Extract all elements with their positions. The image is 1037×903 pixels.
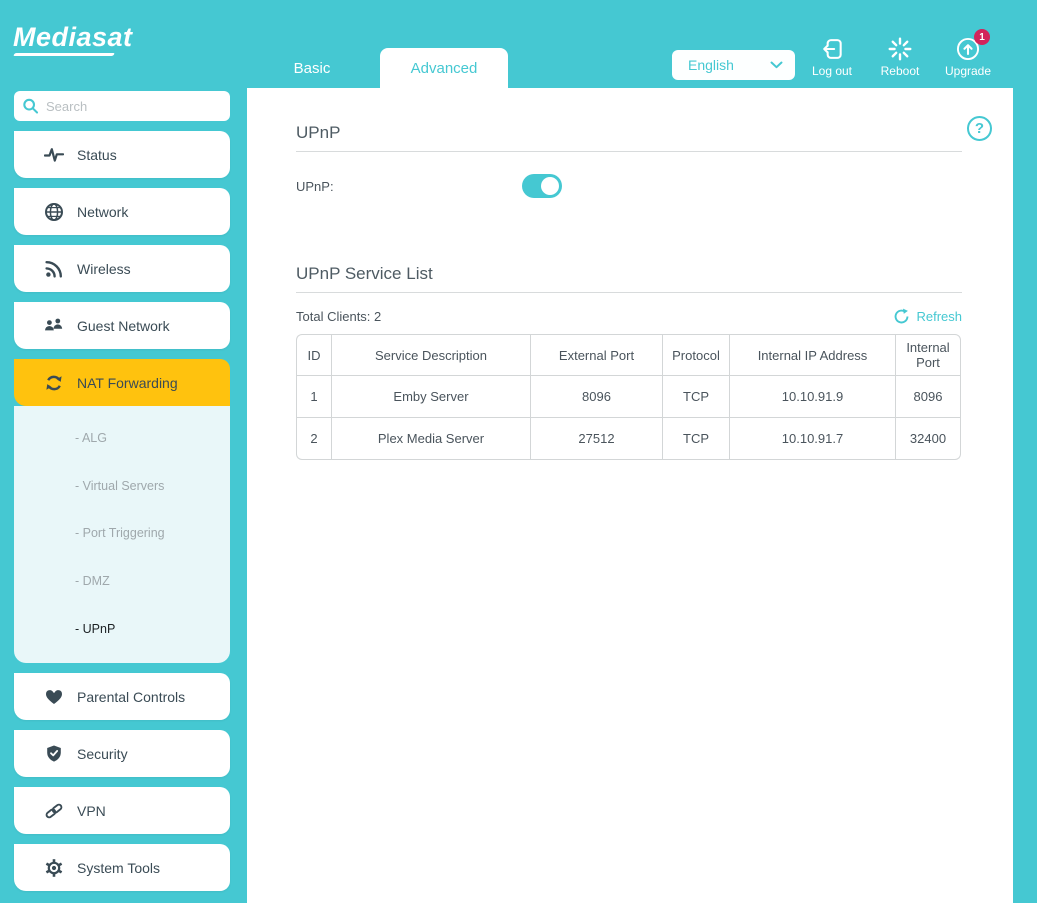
help-icon[interactable]: ? <box>967 116 992 141</box>
cell-protocol: TCP <box>662 418 729 460</box>
upnp-toggle-label: UPnP: <box>296 178 334 194</box>
cell-external-port: 27512 <box>530 418 662 460</box>
sidebar-item-label: NAT Forwarding <box>77 374 178 391</box>
top-header: Mediasat Basic Advanced English Log out <box>0 0 1037 88</box>
cell-id: 2 <box>296 418 331 460</box>
col-header-internal-ip: Internal IP Address <box>729 334 895 376</box>
cell-service-description: Plex Media Server <box>331 418 530 460</box>
table-row: 2 Plex Media Server 27512 TCP 10.10.91.7… <box>296 418 961 460</box>
nat-forwarding-icon <box>44 373 64 393</box>
sidebar-group-nat-forwarding: NAT Forwarding - ALG - Virtual Servers -… <box>14 359 230 663</box>
sidebar-item-label: Security <box>77 745 128 762</box>
language-selected-value: English <box>688 57 734 73</box>
sidebar-item-guest-network[interactable]: Guest Network <box>14 302 230 349</box>
sidebar-item-vpn[interactable]: VPN <box>14 787 230 834</box>
sidebar-nav: Status Network <box>0 88 247 903</box>
upnp-toggle-switch[interactable] <box>522 174 562 198</box>
cell-internal-ip: 10.10.91.7 <box>729 418 895 460</box>
sidebar-item-label: Network <box>77 203 129 220</box>
col-header-id: ID <box>296 334 331 376</box>
chevron-down-icon <box>770 61 783 69</box>
sidebar-item-network[interactable]: Network <box>14 188 230 235</box>
network-icon <box>44 202 64 222</box>
tab-advanced[interactable]: Advanced <box>380 48 508 88</box>
reboot-icon <box>887 36 913 62</box>
cell-internal-port: 8096 <box>895 376 961 418</box>
status-icon <box>43 145 65 165</box>
upgrade-badge: 1 <box>974 29 990 45</box>
col-header-protocol: Protocol <box>662 334 729 376</box>
guest-network-icon <box>44 316 64 336</box>
refresh-icon <box>895 308 909 324</box>
table-header-row: ID Service Description External Port Pro… <box>296 334 961 376</box>
col-header-internal-port: Internal Port <box>895 334 961 376</box>
sidebar-item-security[interactable]: Security <box>14 730 230 777</box>
submenu-item-dmz[interactable]: - DMZ <box>75 574 110 589</box>
tab-basic-label: Basic <box>293 59 331 77</box>
right-edge-strip <box>1013 88 1037 903</box>
sidebar-item-label: System Tools <box>77 859 160 876</box>
sidebar-search[interactable] <box>14 91 230 121</box>
search-input[interactable] <box>46 98 222 114</box>
wireless-icon <box>44 259 64 279</box>
submenu-item-alg[interactable]: - ALG <box>75 430 107 445</box>
upnp-toggle-row: UPnP: <box>296 174 962 198</box>
sidebar-item-system-tools[interactable]: System Tools <box>14 844 230 891</box>
security-shield-icon <box>44 744 64 764</box>
service-list-meta-row: Total Clients: 2 Refresh <box>296 308 962 325</box>
sidebar-item-label: Guest Network <box>77 317 170 334</box>
parental-controls-icon <box>44 687 64 707</box>
upgrade-icon: 1 <box>955 29 990 62</box>
sidebar-item-nat-forwarding[interactable]: NAT Forwarding <box>14 359 230 406</box>
sidebar-item-parental-controls[interactable]: Parental Controls <box>14 673 230 720</box>
section-divider <box>296 292 962 293</box>
refresh-button[interactable]: Refresh <box>893 308 962 325</box>
col-header-service-description: Service Description <box>331 334 530 376</box>
vpn-link-icon <box>44 801 64 821</box>
nat-forwarding-submenu: - ALG - Virtual Servers - Port Triggerin… <box>14 406 230 663</box>
col-header-external-port: External Port <box>530 334 662 376</box>
toggle-knob <box>541 177 559 195</box>
service-list-title: UPnP Service List <box>296 264 433 283</box>
search-icon <box>23 98 39 114</box>
upgrade-button[interactable]: 1 Upgrade <box>936 29 1000 78</box>
logout-icon <box>819 36 845 62</box>
refresh-label: Refresh <box>916 309 962 324</box>
upnp-section: UPnP UPnP: <box>296 88 962 198</box>
upgrade-label: Upgrade <box>944 64 992 78</box>
sidebar-item-status[interactable]: Status <box>14 131 230 178</box>
table-row: 1 Emby Server 8096 TCP 10.10.91.9 8096 <box>296 376 961 418</box>
upnp-service-table: ID Service Description External Port Pro… <box>296 334 961 460</box>
submenu-item-port-triggering[interactable]: - Port Triggering <box>75 526 165 541</box>
logout-label: Log out <box>811 64 853 78</box>
main-content: ? UPnP UPnP: UPnP Service List Total Cli… <box>247 88 1013 903</box>
tab-advanced-label: Advanced <box>410 59 478 77</box>
logout-button[interactable]: Log out <box>800 36 864 78</box>
language-select[interactable]: English <box>672 50 795 80</box>
sidebar-item-label: Status <box>77 146 117 163</box>
tab-basic[interactable]: Basic <box>276 48 348 88</box>
reboot-button[interactable]: Reboot <box>868 36 932 78</box>
sidebar-item-label: Parental Controls <box>77 688 186 705</box>
section-divider <box>296 151 962 152</box>
total-clients-label: Total Clients: 2 <box>296 309 382 324</box>
cell-protocol: TCP <box>662 376 729 418</box>
reboot-label: Reboot <box>880 64 920 78</box>
cell-service-description: Emby Server <box>331 376 530 418</box>
upnp-service-list-section: UPnP Service List Total Clients: 2 Refre… <box>296 264 962 460</box>
upnp-section-title: UPnP <box>296 123 341 142</box>
submenu-item-virtual-servers[interactable]: - Virtual Servers <box>75 478 165 493</box>
sidebar-item-wireless[interactable]: Wireless <box>14 245 230 292</box>
cell-internal-port: 32400 <box>895 418 961 460</box>
cell-internal-ip: 10.10.91.9 <box>729 376 895 418</box>
brand-logo: Mediasat <box>13 22 133 52</box>
sidebar-item-label: Wireless <box>77 260 131 277</box>
system-tools-gear-icon <box>44 858 64 878</box>
brand-logo-underline <box>13 53 115 56</box>
submenu-item-upnp[interactable]: - UPnP <box>75 622 116 637</box>
cell-id: 1 <box>296 376 331 418</box>
cell-external-port: 8096 <box>530 376 662 418</box>
sidebar-item-label: VPN <box>77 802 106 819</box>
